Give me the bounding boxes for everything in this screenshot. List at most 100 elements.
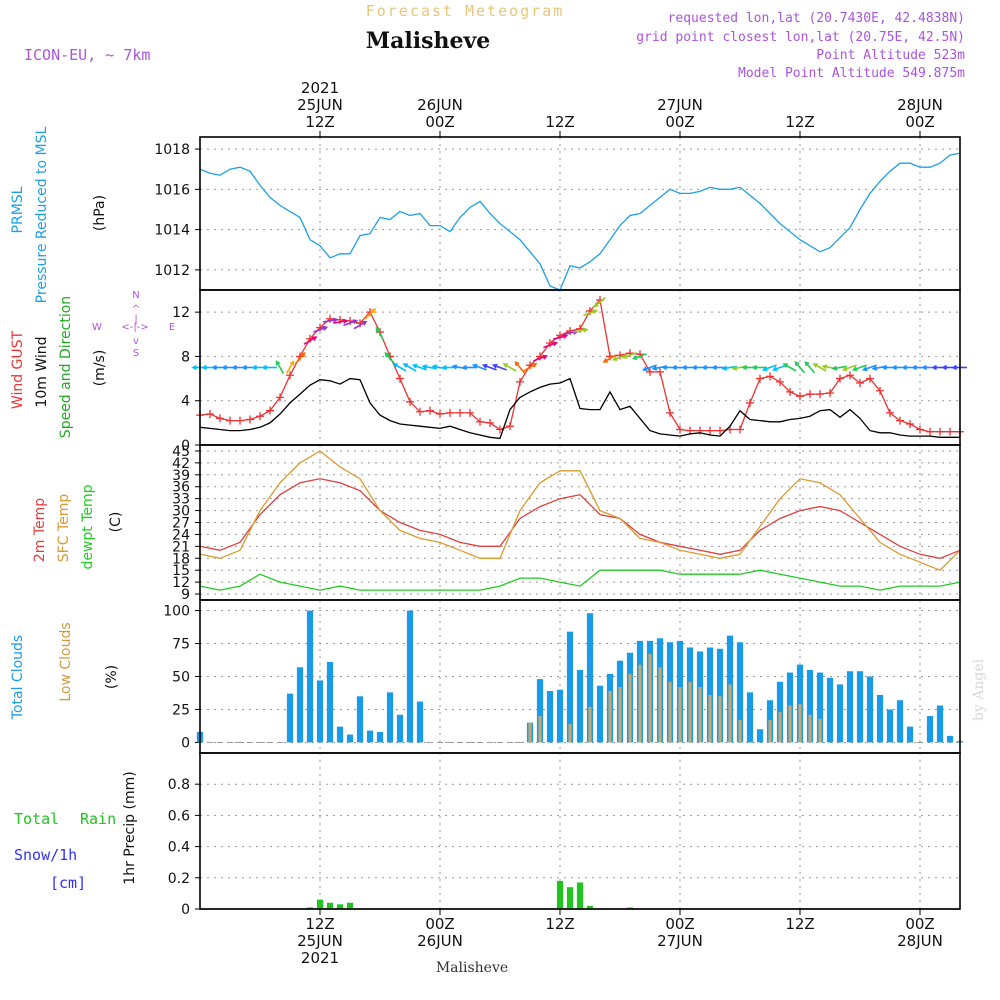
time-label: 00Z bbox=[665, 113, 694, 131]
total-cloud-bar bbox=[336, 726, 344, 743]
low-cloud-bar bbox=[658, 667, 662, 743]
wind-arrowhead bbox=[532, 363, 538, 368]
y-tick-label: 45 bbox=[172, 444, 190, 460]
wind-arrowhead bbox=[384, 351, 390, 358]
total-cloud-bar bbox=[716, 648, 724, 743]
wind-arrowhead bbox=[751, 364, 757, 371]
total-cloud-bar bbox=[386, 692, 394, 743]
rain-bar bbox=[346, 902, 354, 909]
time-label: 27JUN bbox=[657, 932, 703, 950]
wind-arrowhead bbox=[871, 365, 878, 371]
wind-arrow bbox=[804, 361, 816, 374]
total-cloud-bar bbox=[906, 726, 914, 743]
temp-label-3: dewpt Temp bbox=[80, 484, 96, 569]
time-label: 00Z bbox=[425, 915, 454, 933]
low-cloud-bar bbox=[538, 716, 542, 743]
gust-marker bbox=[446, 408, 454, 417]
wind-arrowhead bbox=[721, 365, 728, 371]
wind-arrow bbox=[594, 296, 606, 308]
temp-label-1: 2m Temp bbox=[32, 498, 48, 562]
compass-s: S bbox=[133, 348, 139, 359]
y-tick-label: 0 bbox=[181, 902, 190, 918]
wind-arrowhead bbox=[901, 364, 907, 371]
wind-arrowhead bbox=[491, 363, 498, 369]
gust-marker bbox=[766, 372, 774, 381]
wind-arrowhead bbox=[911, 364, 917, 371]
rain-bar bbox=[556, 880, 564, 909]
wind-arrowhead bbox=[322, 325, 329, 331]
gust-marker bbox=[486, 418, 494, 427]
wind-arrow bbox=[332, 319, 348, 324]
pressure-labels: PRMSL Pressure Reduced to MSL (hPa) bbox=[10, 126, 108, 303]
gust-marker bbox=[826, 388, 834, 397]
total-cloud-bar bbox=[546, 691, 554, 743]
wind-arrowhead bbox=[392, 363, 398, 368]
gust-marker bbox=[806, 390, 814, 399]
total-cloud-bar bbox=[416, 701, 424, 743]
y-tick-label: 0.4 bbox=[168, 840, 190, 856]
series-line bbox=[199, 478, 961, 559]
total-cloud-bar bbox=[356, 696, 364, 743]
wind-arrowhead bbox=[831, 365, 838, 371]
gust-marker bbox=[796, 392, 804, 401]
wind-arrowhead bbox=[671, 364, 677, 371]
wind-arrowhead bbox=[552, 341, 559, 347]
y-tick-label: 1018 bbox=[154, 142, 190, 158]
y-tick-label: 8 bbox=[181, 349, 190, 365]
wind-arrowhead bbox=[342, 318, 349, 324]
time-label: 27JUN bbox=[657, 96, 703, 114]
wind-arrowhead bbox=[431, 364, 438, 370]
wind-labels: Wind GUST 10m Wind Speed and Direction (… bbox=[10, 296, 108, 438]
y-tick-label: 9 bbox=[181, 587, 190, 603]
wind-arrowhead bbox=[312, 336, 318, 342]
time-label: 25JUN bbox=[297, 96, 343, 114]
wind-arrow bbox=[343, 319, 357, 327]
wind-arrow bbox=[643, 364, 657, 371]
wind-arrowhead bbox=[461, 364, 467, 371]
wind-arrowhead bbox=[471, 363, 478, 369]
y-tick-label: 21 bbox=[172, 539, 190, 555]
wind-arrowhead bbox=[375, 326, 381, 333]
low-cloud-bar bbox=[618, 687, 622, 743]
wind-arrow bbox=[572, 328, 588, 333]
total-cloud-bar bbox=[366, 730, 374, 743]
wind-arrowhead bbox=[582, 327, 589, 333]
wind-arrowhead bbox=[275, 360, 281, 366]
total-cloud-bar bbox=[746, 692, 754, 743]
y-tick-label: 39 bbox=[172, 468, 190, 484]
wind-arrow bbox=[603, 354, 617, 363]
gust-marker bbox=[876, 386, 884, 395]
wind-arrow bbox=[375, 327, 385, 341]
wind-arrowhead bbox=[631, 355, 638, 360]
compass-n: N bbox=[132, 290, 139, 301]
time-label: 26JUN bbox=[417, 932, 463, 950]
temp-unit: (C) bbox=[108, 512, 124, 533]
wind-arrowhead bbox=[661, 364, 667, 371]
gust-marker bbox=[856, 379, 864, 387]
panel-0: 1012 1014 1016 1018 bbox=[154, 136, 961, 291]
time-label: 12Z bbox=[785, 113, 814, 131]
y-tick-label: 36 bbox=[172, 480, 190, 496]
wind-arrowhead bbox=[794, 360, 800, 367]
gust-marker bbox=[896, 416, 904, 425]
y-tick-label: 0.6 bbox=[168, 808, 190, 824]
series-line bbox=[199, 152, 961, 291]
total-cloud-bar bbox=[346, 734, 354, 743]
wind-arrow bbox=[523, 363, 537, 372]
cloud-label-2: Low Clouds bbox=[58, 622, 74, 701]
low-cloud-bar bbox=[798, 704, 802, 743]
y-tick-label: 25 bbox=[172, 702, 190, 718]
wind-arrowhead bbox=[241, 364, 247, 371]
y-tick-label: 1016 bbox=[154, 182, 190, 198]
wind-arrowhead bbox=[621, 354, 628, 359]
wind-arrowhead bbox=[761, 366, 768, 372]
wind-arrow bbox=[294, 352, 306, 365]
pressure-label-1: PRMSL bbox=[10, 186, 26, 233]
gust-marker bbox=[676, 425, 684, 434]
cloud-label-1: Total Clouds bbox=[10, 635, 26, 720]
y-tick-label: 15 bbox=[172, 563, 190, 579]
cloud-unit: (%) bbox=[104, 665, 120, 689]
gust-marker bbox=[256, 412, 264, 421]
wind-arrowhead bbox=[941, 364, 947, 371]
